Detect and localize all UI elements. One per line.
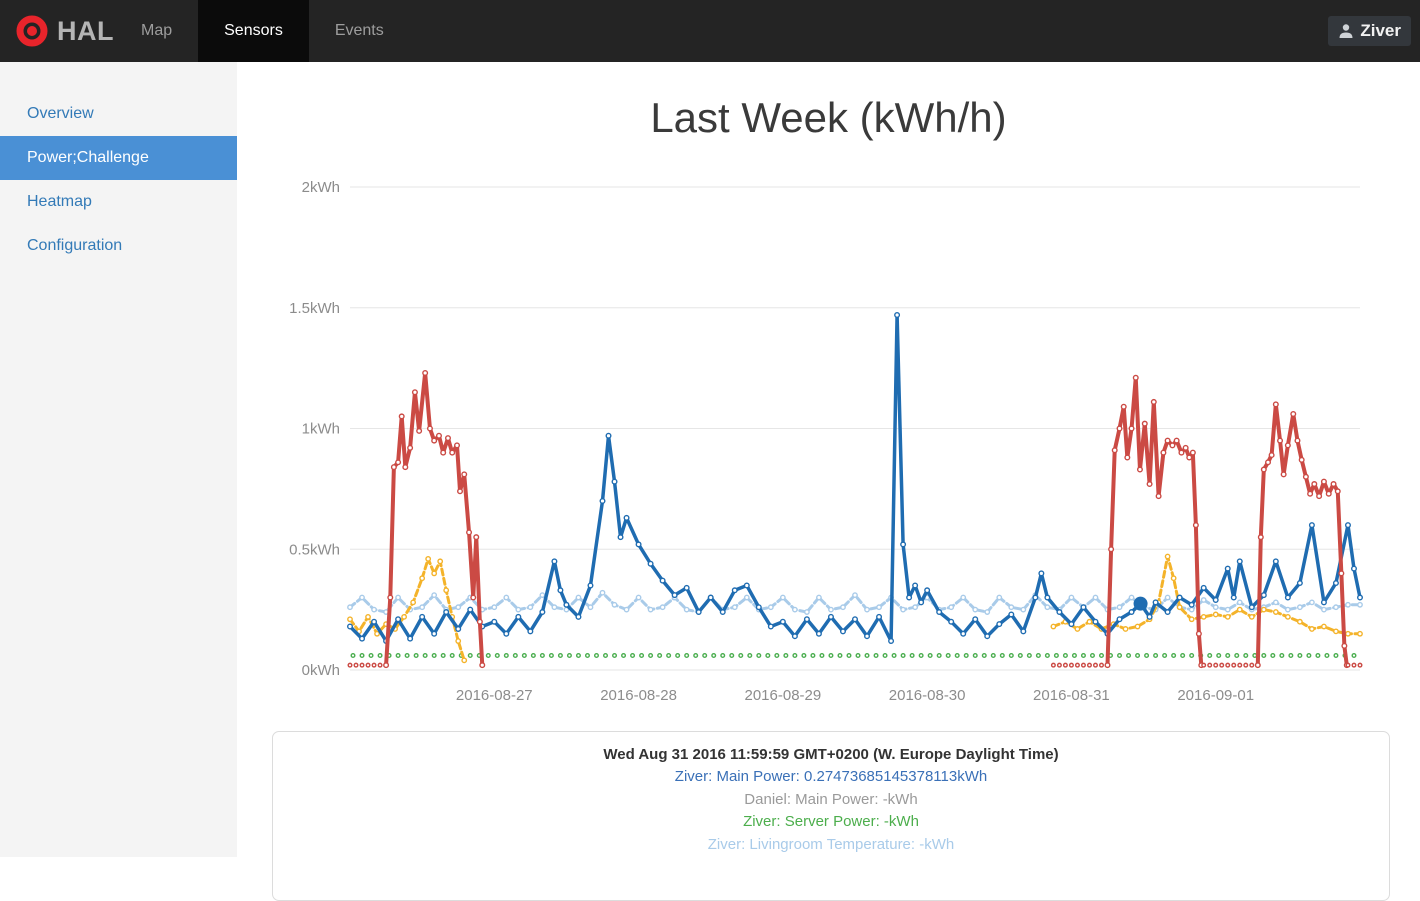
chart-tooltip-panel: Wed Aug 31 2016 11:59:59 GMT+0200 (W. Eu… — [272, 731, 1390, 901]
grid-lines: 0kWh 0.5kWh 1kWh 1.5kWh 2kWh — [289, 179, 1360, 679]
y-axis-tick-label: 0kWh — [302, 662, 340, 679]
sidebar-item-overview[interactable]: Overview — [27, 105, 94, 122]
series-ziver-server-power — [350, 653, 1357, 659]
tooltip-row-daniel-main: Daniel: Main Power: -kWh — [744, 790, 918, 808]
x-axis-tick-label: 2016-09-01 — [1177, 687, 1254, 704]
x-axis-tick-label: 2016-08-27 — [456, 687, 533, 704]
sidebar-item-power-challenge[interactable]: Power;Challenge — [0, 136, 237, 180]
y-axis-tick-label: 1kWh — [302, 421, 340, 438]
series-ziver-main-power — [346, 311, 1363, 645]
x-axis-tick-label: 2016-08-30 — [889, 687, 966, 704]
highlighted-data-point[interactable] — [1133, 596, 1148, 611]
y-axis-tick-label: 0.5kWh — [289, 541, 340, 558]
user-menu[interactable]: Ziver — [1328, 16, 1411, 46]
brand[interactable]: HAL — [16, 0, 114, 62]
nav-item-map[interactable]: Map — [141, 22, 173, 39]
x-axis-labels: 2016-08-27 2016-08-28 2016-08-29 2016-08-30… — [456, 687, 1254, 704]
main-content: Last Week (kWh/h) 0kWh 0.5kWh 1kWh 1.5kWh 2k… — [237, 62, 1420, 901]
tooltip-timestamp: Wed Aug 31 2016 11:59:59 GMT+0200 (W. Eu… — [603, 746, 1059, 763]
brand-label: HAL — [57, 15, 114, 46]
target-logo-icon — [16, 15, 48, 47]
nav-item-sensors[interactable]: Sensors — [198, 0, 309, 62]
sidebar-item-heatmap[interactable]: Heatmap — [27, 193, 92, 210]
user-icon — [1339, 24, 1353, 38]
series--unlabeled-yellow-series- — [347, 553, 1363, 664]
y-axis-tick-label: 1.5kWh — [289, 300, 340, 317]
y-axis-tick-label: 2kWh — [302, 179, 340, 196]
sidebar: Overview Power;Challenge Heatmap Configu… — [0, 62, 237, 857]
series-ziver-livingroom-temperature — [347, 589, 1363, 615]
top-navbar: HAL Map Sensors Events Ziver — [0, 0, 1420, 62]
x-axis-tick-label: 2016-08-29 — [744, 687, 821, 704]
nav-item-events[interactable]: Events — [334, 22, 384, 39]
chart-title: Last Week (kWh/h) — [650, 94, 1007, 141]
x-axis-tick-label: 2016-08-28 — [600, 687, 677, 704]
tooltip-row-ziver-livingroom: Ziver: Livingroom Temperature: -kWh — [707, 835, 955, 853]
nav-items: Map Sensors Events — [115, 0, 410, 62]
tooltip-row-ziver-server: Ziver: Server Power: -kWh — [743, 813, 919, 830]
series-daniel-main-power — [347, 369, 1363, 669]
tooltip-row-ziver-main: Ziver: Main Power: 0.27473685145378113kW… — [674, 768, 988, 785]
user-name: Ziver — [1360, 21, 1401, 40]
sidebar-item-configuration[interactable]: Configuration — [27, 237, 123, 254]
x-axis-tick-label: 2016-08-31 — [1033, 687, 1110, 704]
